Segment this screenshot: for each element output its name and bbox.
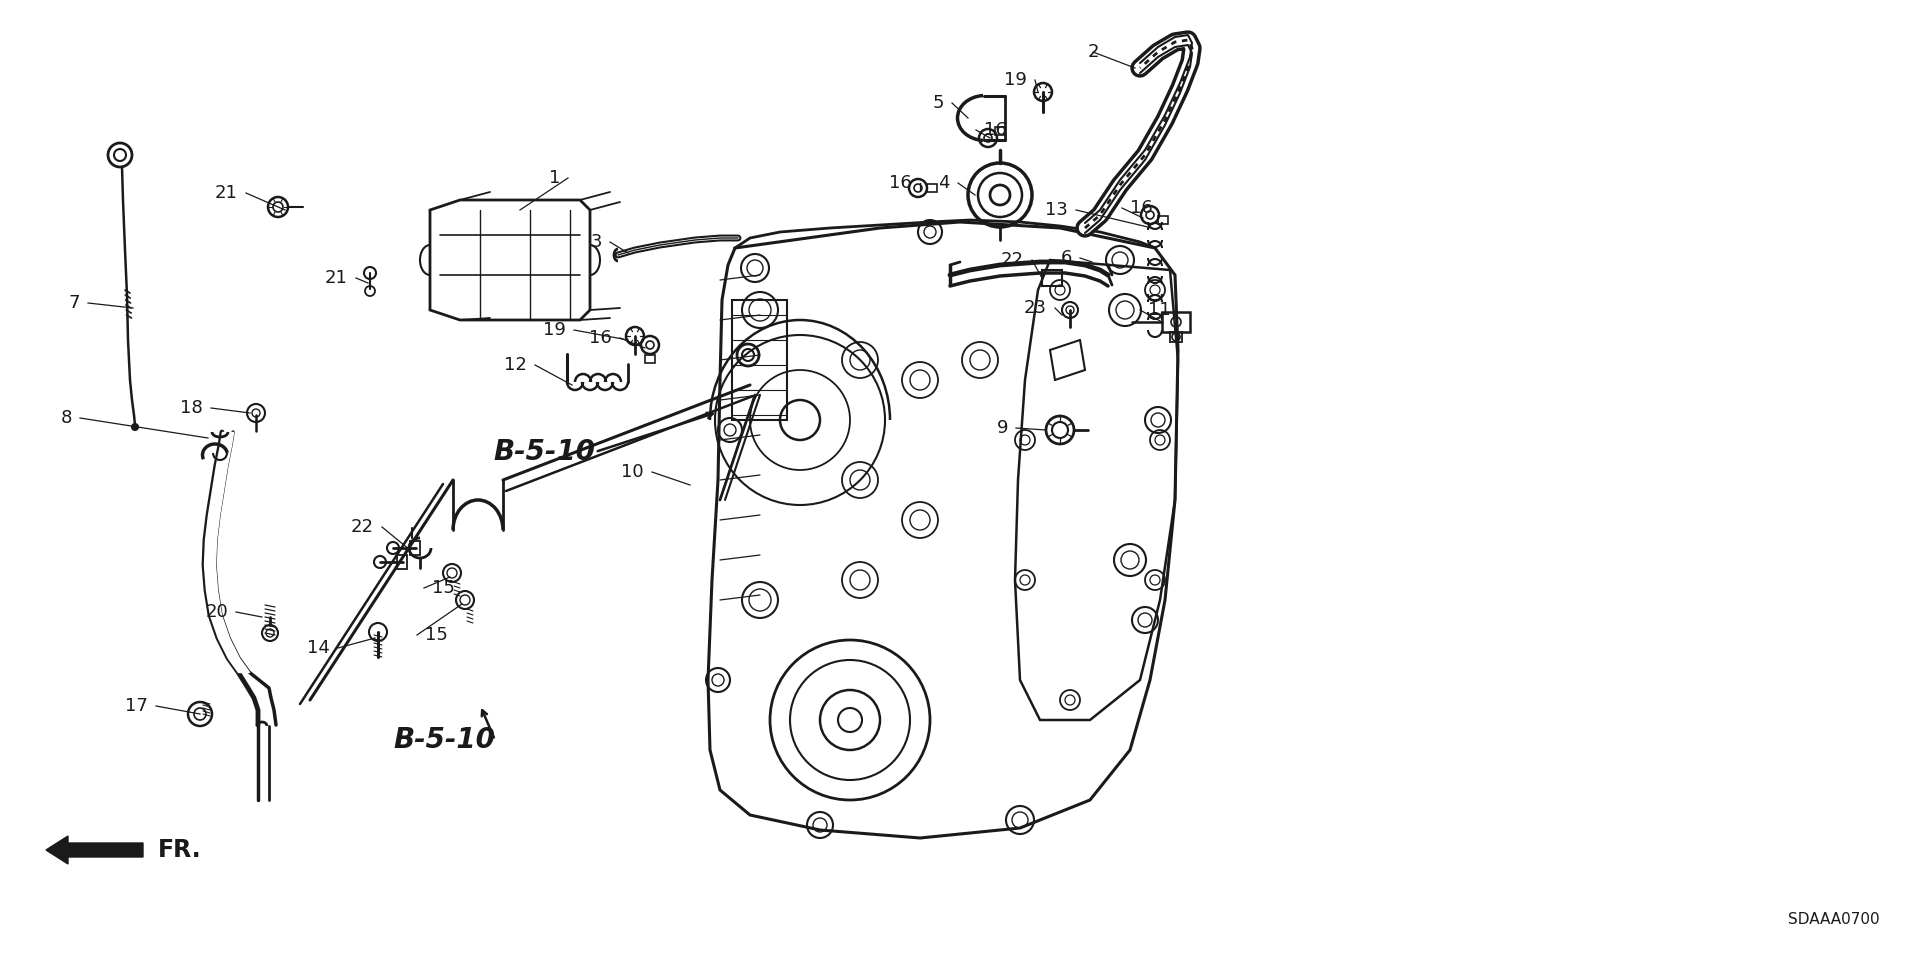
Text: B-5-10: B-5-10 xyxy=(493,438,595,466)
Text: 21: 21 xyxy=(215,184,238,202)
FancyArrow shape xyxy=(46,836,142,864)
Text: SDAAA0700: SDAAA0700 xyxy=(1788,913,1880,927)
Text: 12: 12 xyxy=(505,356,526,374)
Text: 7: 7 xyxy=(69,294,81,312)
Text: 5: 5 xyxy=(933,94,945,112)
Text: B-5-10: B-5-10 xyxy=(394,726,495,754)
Text: 14: 14 xyxy=(307,639,330,657)
Text: 16: 16 xyxy=(1131,199,1152,217)
Text: 15: 15 xyxy=(432,579,455,597)
Text: 16: 16 xyxy=(889,174,912,192)
Text: 10: 10 xyxy=(622,463,643,481)
Bar xyxy=(732,300,787,420)
Text: 11: 11 xyxy=(1148,301,1171,319)
Text: 1: 1 xyxy=(549,169,561,187)
Text: 16: 16 xyxy=(983,121,1006,139)
Text: 22: 22 xyxy=(351,518,374,536)
Text: 4: 4 xyxy=(939,174,950,192)
Text: 17: 17 xyxy=(125,697,148,715)
Text: 23: 23 xyxy=(1023,299,1046,317)
Text: 18: 18 xyxy=(180,399,204,417)
Text: 8: 8 xyxy=(61,409,73,427)
Text: 19: 19 xyxy=(543,321,566,339)
Text: 9: 9 xyxy=(996,419,1008,437)
Text: 19: 19 xyxy=(1004,71,1027,89)
Text: 20: 20 xyxy=(205,603,228,621)
Text: 21: 21 xyxy=(324,269,348,287)
Text: 2: 2 xyxy=(1087,43,1098,61)
Text: 6: 6 xyxy=(1060,249,1071,267)
Circle shape xyxy=(132,424,138,430)
Text: 16: 16 xyxy=(589,329,612,347)
Text: 3: 3 xyxy=(591,233,603,251)
Text: FR.: FR. xyxy=(157,838,202,862)
Text: 13: 13 xyxy=(1044,201,1068,219)
Text: 22: 22 xyxy=(1000,251,1023,269)
Text: 15: 15 xyxy=(424,626,447,644)
